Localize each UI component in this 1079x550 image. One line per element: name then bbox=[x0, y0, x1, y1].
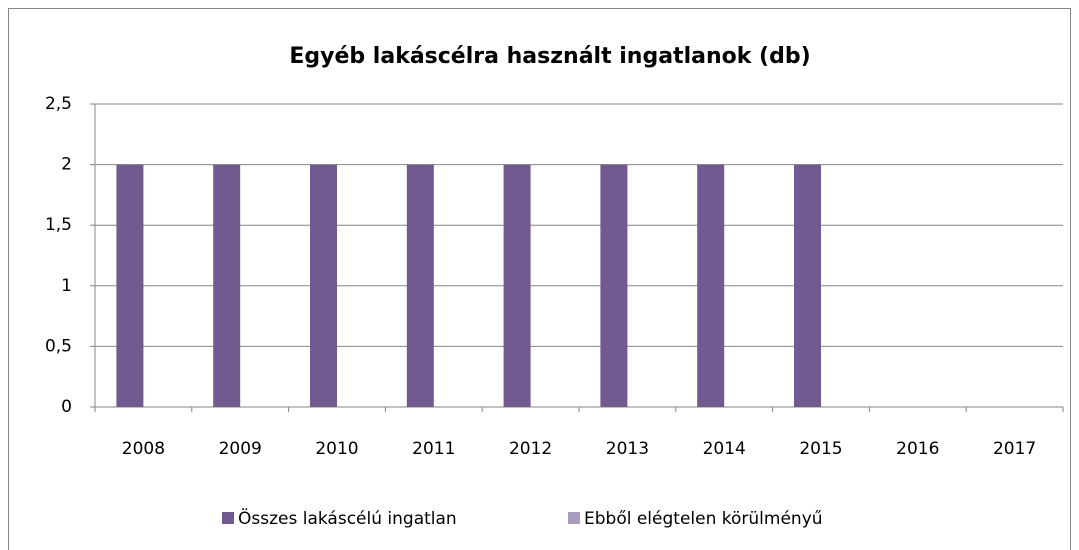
bar bbox=[213, 164, 241, 407]
x-tick-label: 2009 bbox=[219, 439, 262, 459]
legend-swatch bbox=[568, 512, 580, 524]
y-tick-label: 2 bbox=[61, 155, 72, 175]
x-tick-label: 2008 bbox=[122, 439, 165, 459]
x-tick-label: 2011 bbox=[412, 439, 455, 459]
x-tick-label: 2015 bbox=[799, 439, 842, 459]
y-tick-label: 0,5 bbox=[45, 336, 72, 356]
bar bbox=[794, 164, 821, 407]
chart-title: Egyéb lakáscélra használt ingatlanok (db… bbox=[289, 44, 810, 69]
x-tick-label: 2012 bbox=[509, 439, 552, 459]
chart-frame bbox=[8, 8, 1071, 550]
x-tick-label: 2017 bbox=[993, 439, 1036, 459]
y-tick-label: 2,5 bbox=[45, 94, 72, 114]
bar bbox=[600, 164, 628, 407]
x-tick-label: 2010 bbox=[315, 439, 358, 459]
x-tick-label: 2013 bbox=[606, 439, 649, 459]
legend-swatch bbox=[222, 512, 234, 524]
y-tick-label: 1,5 bbox=[45, 215, 72, 235]
x-tick-label: 2016 bbox=[896, 439, 939, 459]
x-tick-label: 2014 bbox=[703, 439, 746, 459]
y-tick-label: 1 bbox=[61, 276, 72, 296]
bar bbox=[116, 164, 144, 407]
bar bbox=[406, 164, 434, 407]
bar bbox=[503, 164, 531, 407]
legend-label: Ebből elégtelen körülményű bbox=[584, 509, 823, 529]
bar bbox=[310, 164, 337, 407]
legend-label: Összes lakáscélú ingatlan bbox=[238, 507, 457, 529]
bar bbox=[697, 164, 725, 407]
y-tick-label: 0 bbox=[61, 397, 72, 417]
